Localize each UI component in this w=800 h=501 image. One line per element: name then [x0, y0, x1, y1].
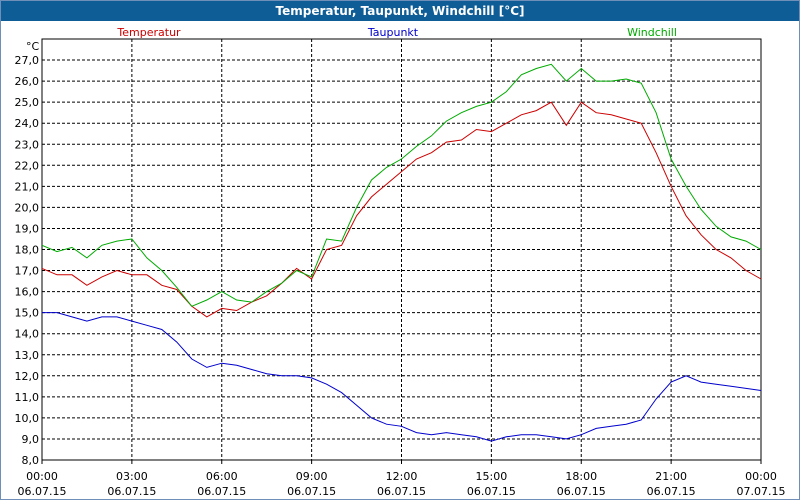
y-axis-label: °C: [26, 40, 40, 53]
x-tick-date: 06.07.15: [107, 485, 156, 498]
legend-taupunkt: Taupunkt: [367, 26, 419, 39]
y-tick-label: 24,0: [15, 117, 40, 130]
x-tick-date: 06.07.15: [18, 485, 67, 498]
y-tick-label: 22,0: [15, 159, 40, 172]
y-tick-label: 15,0: [15, 307, 40, 320]
y-tick-label: 21,0: [15, 180, 40, 193]
y-tick-label: 9,0: [22, 433, 40, 446]
x-tick-time: 15:00: [476, 470, 508, 483]
series-line-temperatur: [41, 101, 762, 318]
x-tick-date: 06.07.15: [197, 485, 246, 498]
x-tick-time: 18:00: [565, 470, 597, 483]
x-tick-time: 00:00: [26, 470, 58, 483]
x-tick-date: 06.07.15: [287, 485, 336, 498]
x-tick-time: 12:00: [386, 470, 418, 483]
x-tick-date: 06.07.15: [647, 485, 696, 498]
y-tick-label: 26,0: [15, 75, 40, 88]
legend-temperatur: Temperatur: [116, 26, 181, 39]
y-tick-label: 18,0: [15, 244, 40, 257]
x-tick-time: 06:00: [206, 470, 238, 483]
series-line-taupunkt: [42, 312, 762, 442]
series-line-windchill: [41, 63, 762, 307]
y-tick-label: 16,0: [15, 286, 40, 299]
y-tick-label: 25,0: [15, 96, 40, 109]
y-tick-label: 8,0: [22, 454, 40, 467]
x-tick-time: 03:00: [116, 470, 148, 483]
y-tick-label: 27,0: [15, 54, 40, 67]
y-tick-label: 17,0: [15, 265, 40, 278]
legend-windchill: Windchill: [627, 26, 677, 39]
x-tick-time: 00:00: [745, 470, 777, 483]
y-tick-label: 23,0: [15, 138, 40, 151]
x-tick-time: 09:00: [296, 470, 328, 483]
y-tick-label: 11,0: [15, 391, 40, 404]
x-tick-date: 06.07.15: [377, 485, 426, 498]
y-tick-label: 19,0: [15, 222, 40, 235]
y-tick-label: 12,0: [15, 370, 40, 383]
y-tick-label: 14,0: [15, 328, 40, 341]
y-tick-label: 13,0: [15, 349, 40, 362]
x-tick-date: 06.07.15: [557, 485, 606, 498]
x-tick-date: 06.07.15: [467, 485, 516, 498]
x-tick-time: 21:00: [655, 470, 687, 483]
chart-title: Temperatur, Taupunkt, Windchill [°C]: [1, 1, 799, 21]
x-tick-date: 07.07.15: [737, 485, 786, 498]
y-tick-label: 20,0: [15, 201, 40, 214]
y-tick-label: 10,0: [15, 412, 40, 425]
